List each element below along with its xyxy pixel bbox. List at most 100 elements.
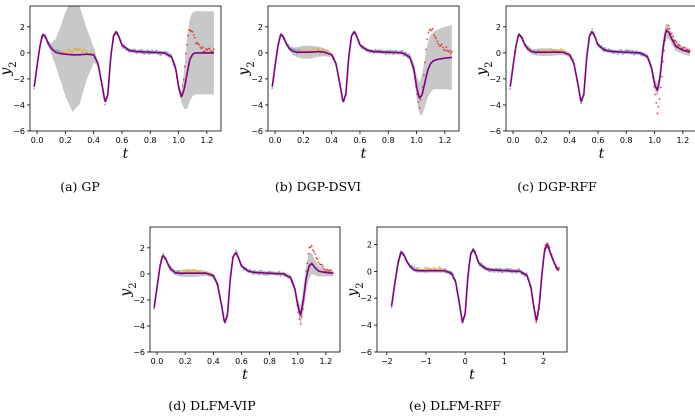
- y-tick-label: 2: [140, 244, 145, 253]
- y-axis-label: y2: [236, 61, 257, 76]
- test-point: [299, 322, 302, 325]
- test-point: [320, 263, 323, 266]
- mean-line: [153, 252, 334, 324]
- train-point: [135, 52, 138, 55]
- gap-point: [327, 50, 330, 52]
- mean-line: [271, 31, 452, 103]
- train-point: [279, 275, 282, 277]
- x-tick-label: 0.2: [297, 136, 310, 145]
- gap-point: [424, 266, 426, 269]
- train-point: [484, 266, 487, 268]
- test-point: [192, 34, 195, 36]
- train-point: [242, 268, 245, 271]
- y-tick-label: −6: [360, 348, 372, 357]
- test-point: [325, 269, 328, 272]
- train-point: [591, 28, 594, 30]
- gap-point: [81, 51, 84, 53]
- gap-point: [541, 49, 544, 52]
- test-point: [298, 318, 301, 320]
- train-point: [394, 49, 397, 52]
- gap-point: [318, 49, 321, 51]
- train-point: [162, 252, 165, 255]
- test-point: [300, 315, 303, 318]
- gap-point: [83, 49, 86, 51]
- train-point: [177, 270, 180, 272]
- gap-point: [562, 48, 564, 51]
- x-tick-label: 2: [541, 357, 546, 366]
- test-point: [656, 112, 659, 115]
- train-point: [392, 53, 395, 56]
- test-point: [208, 47, 211, 50]
- gap-point: [67, 48, 69, 50]
- x-tick-label: 0.0: [507, 136, 520, 145]
- test-point: [181, 84, 184, 87]
- test-point: [201, 46, 204, 48]
- test-point: [307, 252, 310, 255]
- train-point: [153, 307, 156, 310]
- test-point: [429, 28, 432, 30]
- x-tick-label: −2: [381, 357, 393, 366]
- gap-point: [417, 266, 420, 269]
- train-point: [122, 47, 124, 49]
- train-point: [401, 50, 404, 52]
- y-tick-label: −4: [13, 101, 25, 110]
- test-point: [209, 49, 212, 52]
- panel-dgp-dsvi: 0.0 0.2 0.4 0.6 0.8 1.0 1.2 −6 −4 −2 0 2 t y2: [236, 5, 460, 162]
- gap-point: [78, 49, 81, 51]
- gap-point: [309, 49, 312, 52]
- y-axis-label: y2: [474, 61, 495, 76]
- train-point: [608, 48, 610, 50]
- test-point: [442, 46, 444, 49]
- test-point: [674, 39, 677, 42]
- test-point: [675, 41, 678, 43]
- y-tick-label: −2: [133, 296, 145, 305]
- test-point: [187, 34, 190, 37]
- train-point: [580, 102, 582, 105]
- y-tick-label: 0: [20, 49, 25, 58]
- y-tick-label: −2: [489, 75, 501, 84]
- axes-frame: [376, 226, 568, 353]
- x-tick-label: 1.0: [410, 136, 423, 145]
- train-point: [55, 49, 58, 51]
- gap-point: [195, 269, 198, 272]
- train-point: [611, 49, 614, 52]
- test-point: [666, 28, 669, 31]
- test-point: [211, 50, 214, 53]
- train-point: [612, 52, 615, 55]
- train-point: [529, 47, 532, 50]
- train-point: [627, 49, 630, 52]
- test-point: [446, 49, 449, 52]
- test-point: [451, 50, 453, 53]
- test-point: [447, 50, 450, 53]
- train-point: [271, 87, 274, 90]
- x-tick-label: 1.2: [200, 136, 213, 145]
- train-point: [260, 269, 263, 272]
- gap-point: [312, 47, 315, 50]
- train-point: [265, 274, 267, 277]
- test-point: [297, 311, 300, 314]
- test-point: [437, 42, 440, 45]
- gap-point: [188, 269, 190, 272]
- test-point: [185, 52, 187, 55]
- test-point: [434, 36, 436, 38]
- y-tick-label: −6: [133, 348, 145, 357]
- gap-point: [79, 47, 82, 50]
- gap-point: [68, 49, 70, 52]
- mean-line: [33, 31, 214, 103]
- test-point: [672, 35, 674, 38]
- x-tick-label: 0.0: [151, 357, 164, 366]
- train-point: [378, 49, 380, 52]
- test-point: [198, 44, 201, 46]
- x-tick-label: 0.2: [535, 136, 548, 145]
- train-point: [617, 53, 619, 55]
- gap-point: [432, 266, 435, 269]
- gap-point: [65, 50, 68, 53]
- test-point: [671, 32, 673, 35]
- train-point: [410, 264, 413, 267]
- y-tick-label: −4: [360, 321, 372, 330]
- test-point: [326, 268, 329, 271]
- gap-point: [300, 49, 303, 52]
- test-point: [316, 258, 319, 260]
- gap-point: [550, 48, 553, 51]
- test-point: [659, 86, 662, 89]
